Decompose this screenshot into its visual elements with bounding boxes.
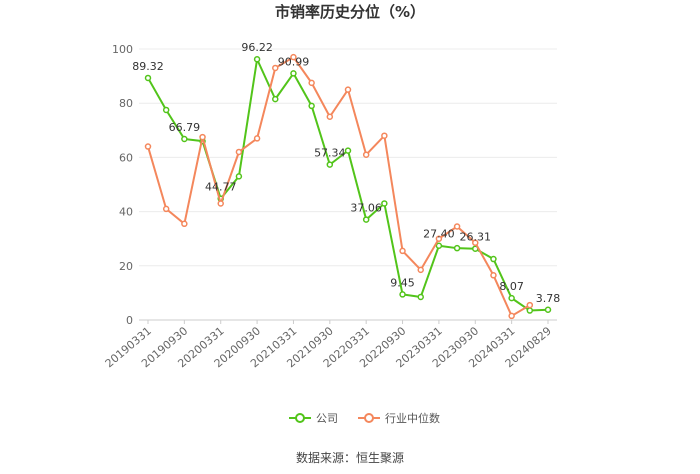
- data-point: [253, 135, 261, 142]
- data-label: 8.07: [499, 280, 524, 293]
- data-point: [162, 205, 170, 213]
- data-point: [435, 242, 443, 249]
- data-point: [508, 312, 515, 320]
- data-point: [544, 306, 552, 314]
- y-tick-label: 100: [112, 43, 133, 56]
- x-axis: 2019033120190930202003312020093020210331…: [103, 320, 554, 370]
- data-label: 44.77: [205, 181, 237, 194]
- data-label: 96.22: [241, 41, 273, 54]
- data-point: [344, 86, 352, 93]
- data-point: [381, 132, 388, 139]
- y-tick-label: 40: [119, 206, 133, 219]
- data-point: [362, 216, 370, 223]
- data-point: [217, 200, 224, 207]
- legend-marker-icon: [364, 413, 374, 423]
- series-line-1: [147, 56, 531, 317]
- data-point: [272, 64, 279, 72]
- chart-title: 市销率历史分位（%）: [275, 3, 425, 21]
- legend-label: 公司: [316, 412, 338, 425]
- legend-item[interactable]: 公司: [289, 412, 338, 425]
- data-label: 3.78: [536, 292, 561, 305]
- data-point: [144, 74, 152, 82]
- data-point: [181, 135, 188, 143]
- legend-marker-icon: [295, 413, 305, 423]
- data-point: [308, 102, 315, 110]
- data-label: 66.79: [169, 121, 201, 134]
- y-tick-label: 60: [119, 151, 133, 164]
- data-point: [490, 272, 497, 279]
- data-point: [453, 244, 461, 252]
- legend[interactable]: 公司 行业中位数: [289, 411, 440, 425]
- data-point: [344, 147, 352, 154]
- data-point: [326, 161, 334, 168]
- data-point: [290, 53, 297, 61]
- y-tick-label: 80: [119, 97, 133, 110]
- legend-label: 行业中位数: [385, 411, 440, 425]
- data-point: [472, 239, 479, 247]
- data-label: 9.45: [390, 276, 415, 289]
- data-label: 27.40: [423, 228, 455, 241]
- data-point: [399, 291, 406, 298]
- data-point: [235, 148, 243, 156]
- data-point: [508, 294, 515, 302]
- data-point: [290, 70, 297, 77]
- data-labels: 89.32 66.79 44.77 96.22 90.99 57.34 37.06 9.45 2…: [132, 41, 560, 305]
- chart-source: 数据来源：恒生聚源: [296, 450, 404, 465]
- legend-item[interactable]: 行业中位数: [358, 411, 440, 425]
- data-label: 26.31: [460, 231, 492, 244]
- data-point: [162, 106, 170, 114]
- data-point: [272, 95, 279, 103]
- data-point: [399, 247, 406, 255]
- data-point: [199, 133, 206, 141]
- data-point: [253, 55, 261, 63]
- data-point: [235, 173, 243, 180]
- data-point: [490, 255, 497, 263]
- data-point: [308, 79, 315, 87]
- data-point: [381, 200, 388, 207]
- data-point: [453, 223, 461, 230]
- data-label: 89.32: [132, 60, 164, 73]
- data-point: [526, 301, 534, 309]
- data-label: 57.34: [314, 147, 346, 160]
- y-tick-label: 0: [126, 314, 133, 327]
- data-point: [417, 293, 424, 301]
- y-tick-label: 20: [119, 260, 133, 273]
- data-label: 90.99: [278, 55, 310, 68]
- data-point: [144, 143, 152, 150]
- series-layer: [144, 53, 552, 320]
- data-label: 37.06: [350, 202, 382, 215]
- data-point: [362, 151, 370, 158]
- data-point: [181, 220, 188, 228]
- y-axis: 0 20 40 60 80 100: [112, 43, 133, 327]
- data-point: [417, 266, 424, 274]
- data-point: [526, 307, 534, 314]
- data-point: [435, 235, 443, 242]
- data-point: [326, 113, 334, 120]
